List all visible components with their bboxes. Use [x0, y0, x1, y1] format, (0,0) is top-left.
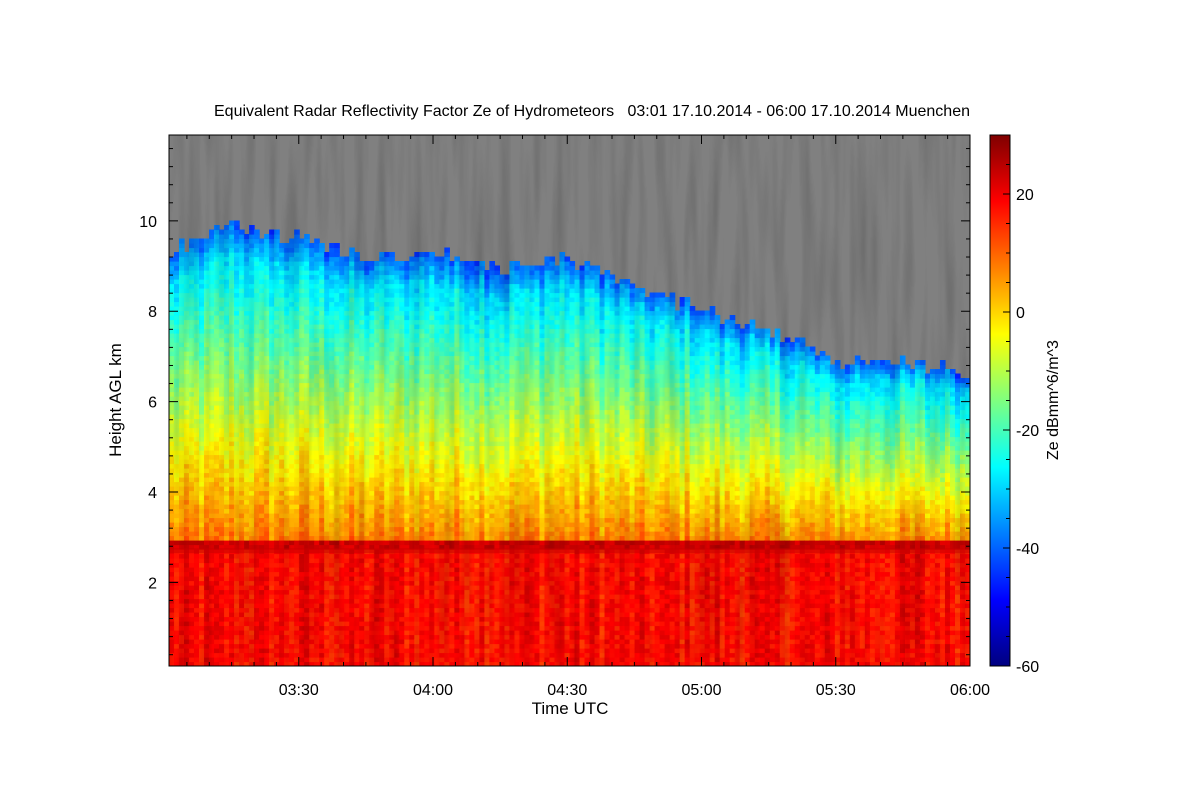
- chart-title: Equivalent Radar Reflectivity Factor Ze …: [214, 103, 970, 120]
- plot-area: [169, 135, 970, 666]
